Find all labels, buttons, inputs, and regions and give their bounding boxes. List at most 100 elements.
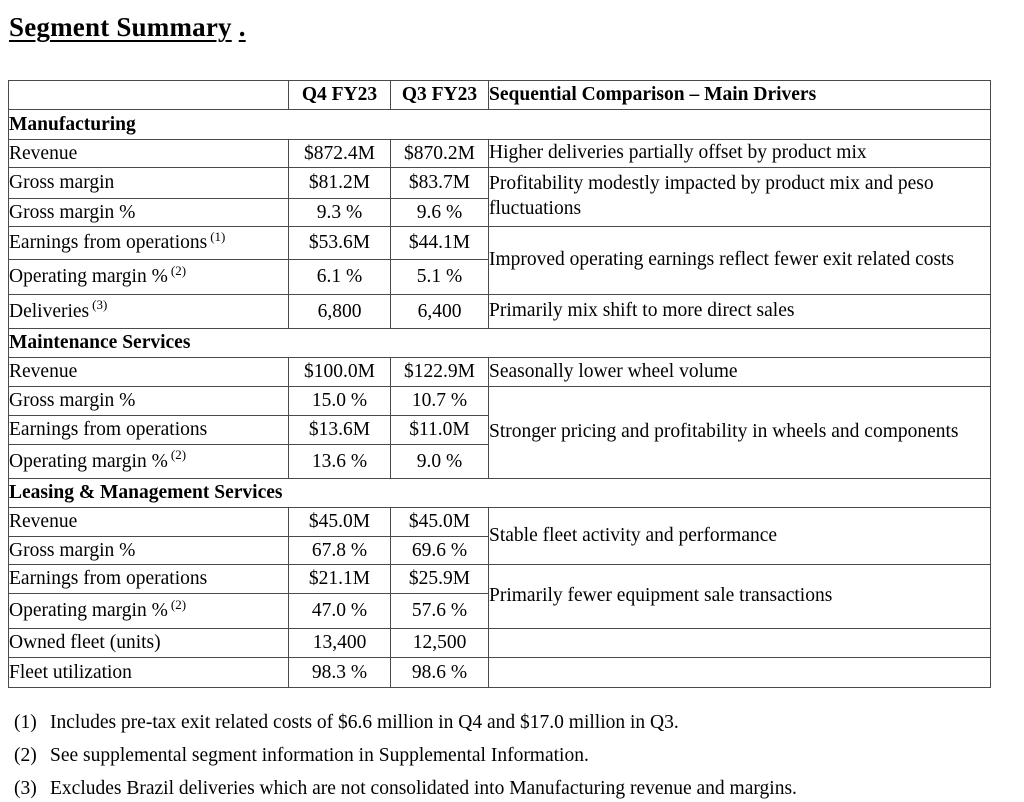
table-row: Owned fleet (units) 13,400 12,500 — [8, 628, 991, 658]
value-q3: 10.7 % — [390, 386, 489, 416]
row-label-text: Operating margin % — [9, 600, 168, 621]
row-label-text: Gross margin — [9, 172, 115, 193]
section-header-row: Manufacturing — [8, 109, 991, 140]
row-label: Owned fleet (units) — [8, 628, 289, 658]
row-label-text: Earnings from operations — [9, 232, 208, 253]
row-label: Revenue — [8, 357, 289, 387]
driver-cell: Stable fleet activity and performance — [488, 507, 991, 565]
value-q4: $100.0M — [288, 357, 391, 387]
table-row: Operating margin % (2) 13.6 % 9.0 % — [8, 444, 991, 479]
segment-summary-table: Q4 FY23 Q3 FY23 Sequential Comparison – … — [8, 80, 991, 688]
table-row: Revenue $872.4M $870.2M Higher deliverie… — [8, 139, 991, 168]
footnote-number: (2) — [14, 745, 37, 766]
section-header-leasing: Leasing & Management Services — [8, 478, 991, 508]
table-row: Gross margin % 9.3 % 9.6 % — [8, 198, 991, 227]
row-label: Revenue — [8, 507, 289, 537]
value-q3: 9.6 % — [390, 198, 489, 227]
value-q3: 98.6 % — [390, 657, 489, 688]
value-q3: $25.9M — [390, 564, 489, 594]
row-label-text: Gross margin % — [9, 201, 136, 223]
value-q4: $81.2M — [288, 167, 391, 199]
page-title-period: . — [238, 12, 246, 42]
driver-cell: Primarily fewer equipment sale transacti… — [488, 564, 991, 629]
driver-cell: Stronger pricing and profitability in wh… — [488, 386, 991, 479]
driver-cell: Higher deliveries partially offset by pr… — [488, 139, 991, 168]
value-q4: 15.0 % — [288, 386, 391, 416]
value-q4: $13.6M — [288, 415, 391, 445]
value-q3: 69.6 % — [390, 536, 489, 565]
value-q4: 9.3 % — [288, 198, 391, 227]
table-row: Deliveries (3) 6,800 6,400 Primarily mix … — [8, 294, 991, 329]
page-title-text: Segment Summary — [9, 12, 232, 42]
footnote-item: (1) Includes pre-tax exit related costs … — [14, 706, 1024, 739]
footnote-number: (3) — [14, 778, 37, 799]
row-label: Revenue — [8, 139, 289, 168]
value-q3: 5.1 % — [390, 259, 489, 295]
footnote-item: (2) See supplemental segment information… — [14, 739, 1024, 772]
table-row: Operating margin % (2) 47.0 % 57.6 % — [8, 593, 991, 629]
row-label-superscript: (3) — [92, 297, 108, 312]
value-q4: 13.6 % — [288, 444, 391, 479]
driver-cell-empty — [488, 657, 991, 688]
row-label-text: Revenue — [9, 511, 78, 532]
row-label-text: Revenue — [9, 142, 78, 164]
value-q3: $83.7M — [390, 167, 489, 199]
footnote-text: Excludes Brazil deliveries which are not… — [50, 778, 797, 799]
footnotes: (1) Includes pre-tax exit related costs … — [14, 706, 1024, 802]
footnote-item: (3) Excludes Brazil deliveries which are… — [14, 772, 1024, 802]
table-row: Gross margin $81.2M $83.7M Profitability… — [8, 167, 991, 227]
footnote-text: See supplemental segment information in … — [50, 745, 589, 766]
row-label-text: Gross margin % — [9, 539, 136, 561]
table-header-row: Q4 FY23 Q3 FY23 Sequential Comparison – … — [8, 80, 991, 110]
value-q3: 57.6 % — [390, 593, 489, 629]
row-label: Operating margin % (2) — [8, 593, 289, 629]
value-q3: $11.0M — [390, 415, 489, 445]
table-row: Gross margin % 67.8 % 69.6 % — [8, 536, 991, 565]
value-q4: 6.1 % — [288, 259, 391, 295]
value-q4: $45.0M — [288, 507, 391, 537]
row-label-text: Operating margin % — [9, 266, 168, 287]
footnote-number: (1) — [14, 712, 37, 733]
row-label: Gross margin % — [8, 386, 289, 416]
row-label-superscript: (2) — [170, 596, 187, 612]
row-label: Fleet utilization — [8, 657, 289, 688]
table-row: Revenue $100.0M $122.9M Seasonally lower… — [8, 357, 991, 387]
value-q3: 9.0 % — [390, 444, 489, 479]
column-header-q3: Q3 FY23 — [390, 80, 489, 110]
row-label: Gross margin — [8, 167, 289, 199]
row-label-text: Operating margin % — [9, 450, 168, 472]
value-q4: $872.4M — [288, 139, 391, 168]
driver-cell: Profitability modestly impacted by produ… — [488, 167, 991, 227]
row-label-text: Earnings from operations — [9, 568, 208, 589]
footnote-text: Includes pre-tax exit related costs of $… — [50, 712, 679, 733]
value-q4: 98.3 % — [288, 657, 391, 688]
driver-cell: Improved operating earnings reflect fewe… — [488, 226, 991, 295]
table-row: Revenue $45.0M $45.0M Stable fleet activ… — [8, 507, 991, 565]
value-q4: $21.1M — [288, 564, 391, 594]
row-label-text: Gross margin % — [9, 390, 136, 411]
row-label: Gross margin % — [8, 536, 289, 565]
row-label: Earnings from operations — [8, 415, 289, 445]
page-title: Segment Summary. — [9, 12, 1024, 43]
table-row: Earnings from operations (1) $53.6M $44.1… — [8, 226, 991, 295]
driver-cell: Primarily mix shift to more direct sales — [488, 294, 991, 329]
row-label: Operating margin % (2) — [8, 259, 289, 295]
table-row: Earnings from operations $21.1M $25.9M P… — [8, 564, 991, 629]
value-q3: 6,400 — [390, 294, 489, 329]
driver-cell: Seasonally lower wheel volume — [488, 357, 991, 387]
column-header-q4: Q4 FY23 — [288, 80, 391, 110]
corner-cell — [8, 80, 289, 110]
table-row: Operating margin % (2) 6.1 % 5.1 % — [8, 259, 991, 295]
row-label: Operating margin % (2) — [8, 444, 289, 479]
row-label-text: Owned fleet (units) — [9, 632, 161, 653]
row-label-text: Revenue — [9, 361, 78, 382]
table-row: Gross margin % 15.0 % 10.7 % Stronger pr… — [8, 386, 991, 479]
value-q3: $44.1M — [390, 226, 489, 260]
row-label: Earnings from operations — [8, 564, 289, 594]
section-header-maintenance: Maintenance Services — [8, 328, 991, 358]
value-q4: 47.0 % — [288, 593, 391, 629]
row-label-superscript: (1) — [210, 228, 226, 244]
section-header-row: Leasing & Management Services — [8, 478, 991, 508]
row-label-superscript: (2) — [170, 262, 187, 278]
